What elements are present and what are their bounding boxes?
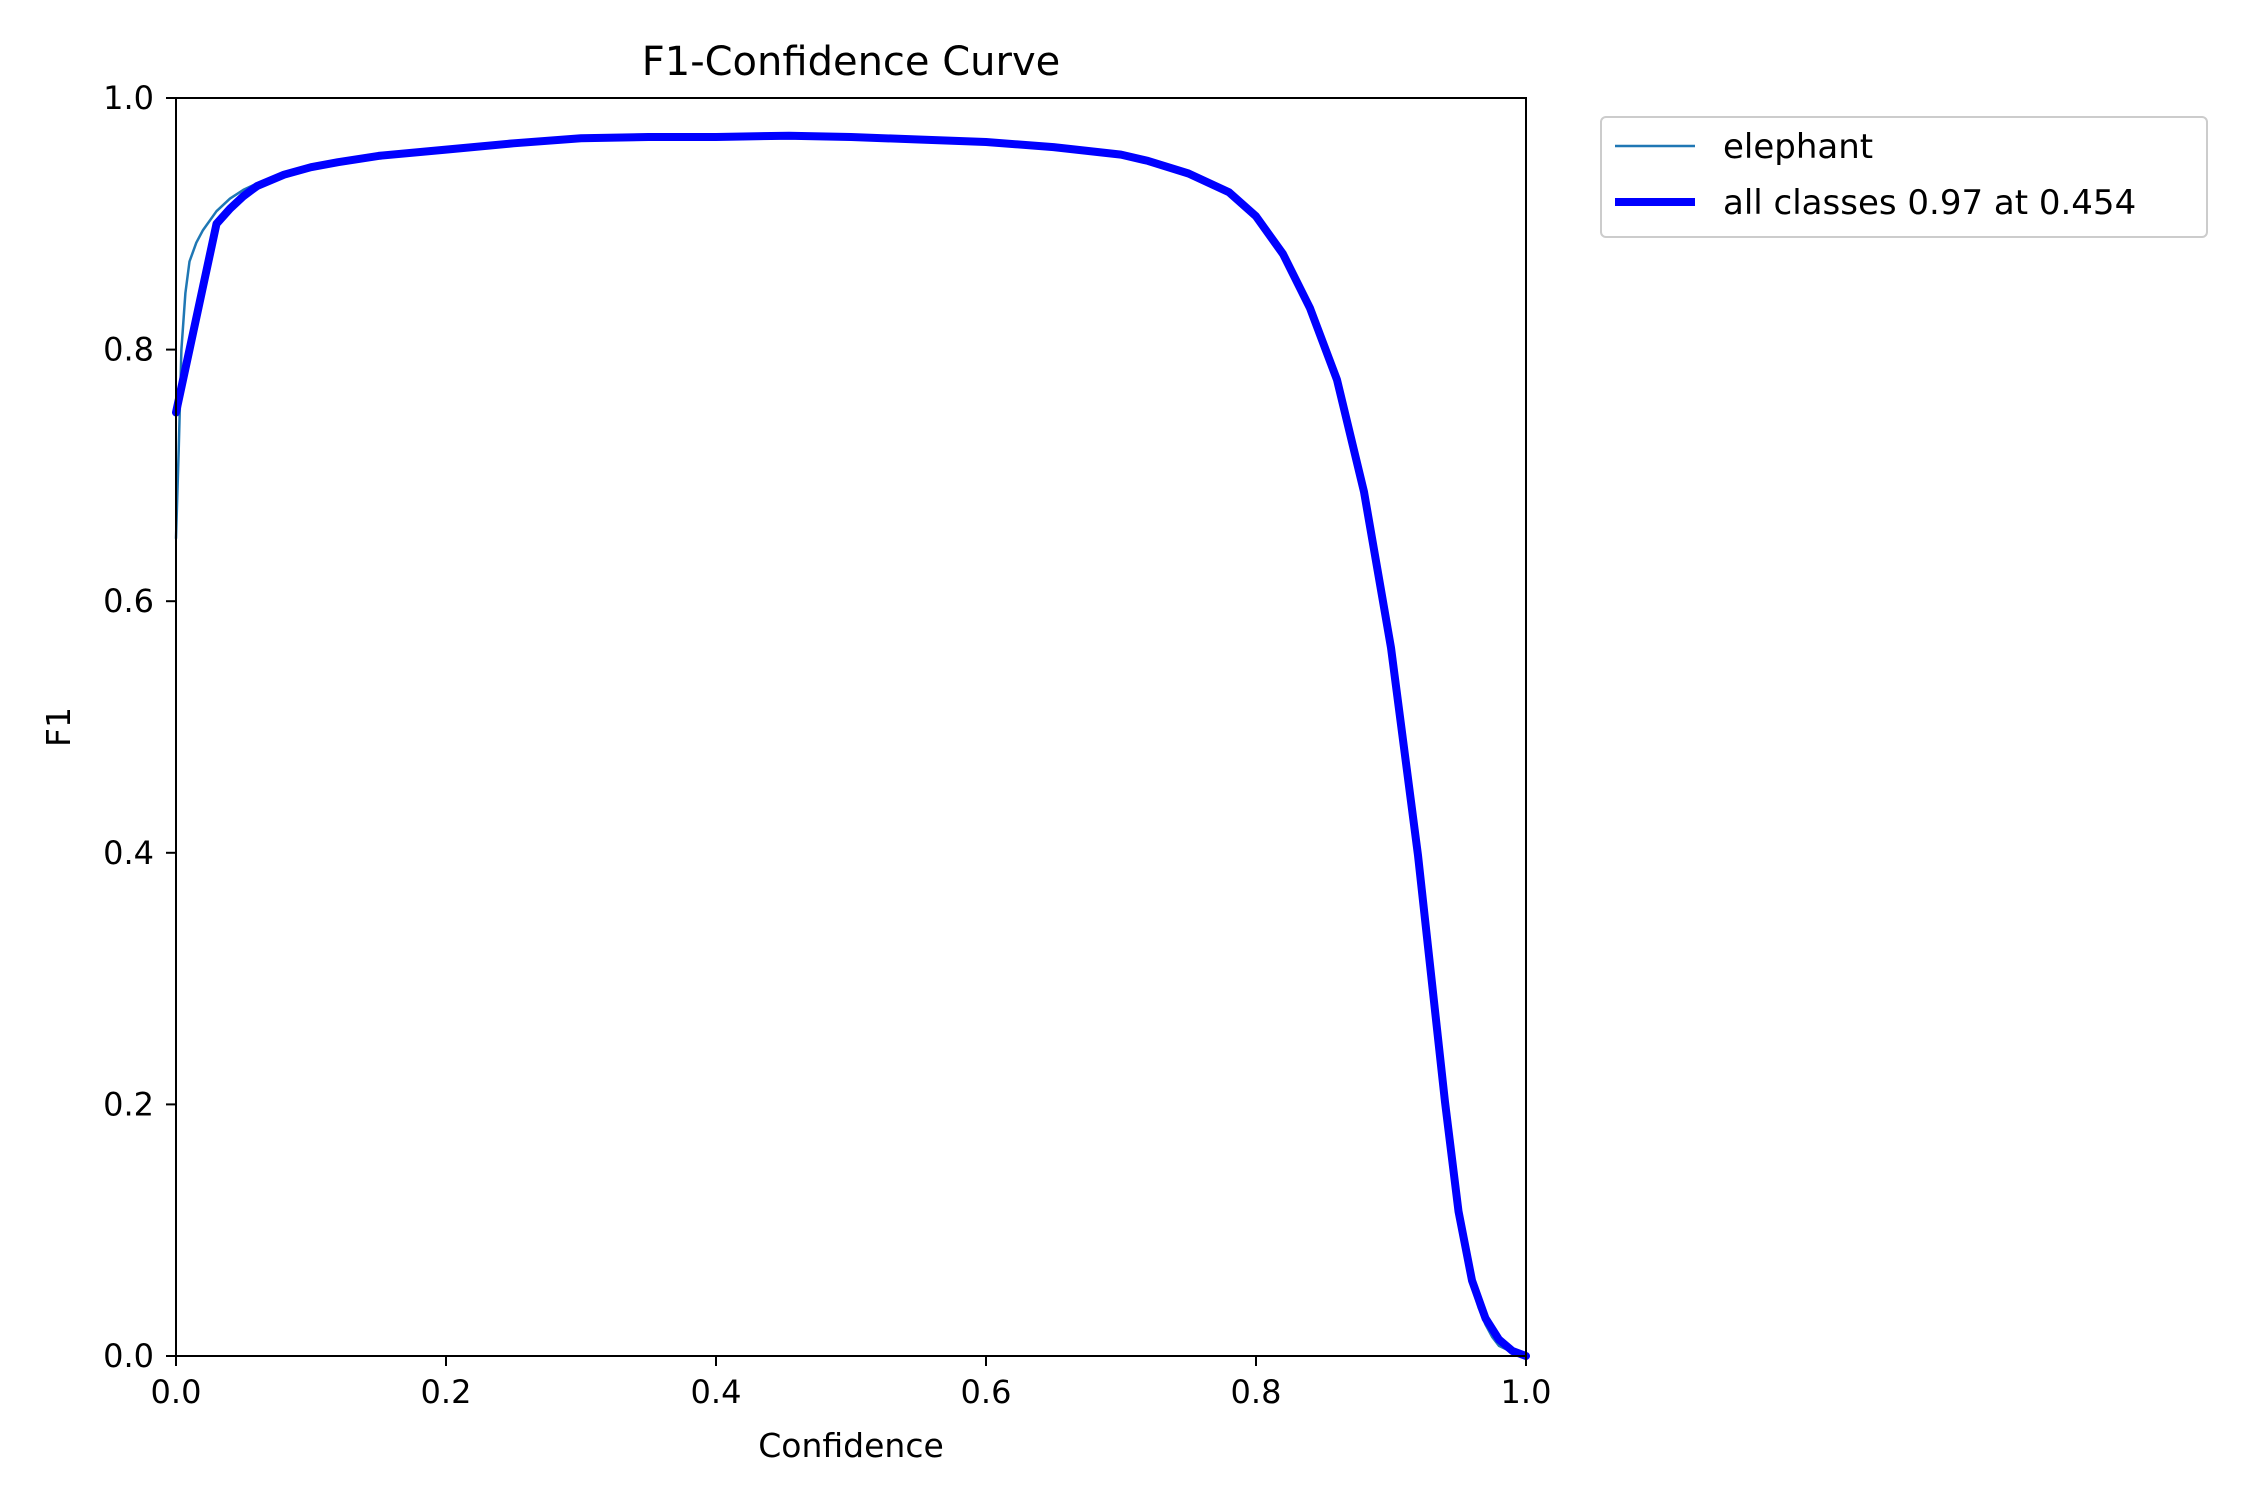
legend-box — [1600, 116, 2208, 238]
y-tick-label: 0.8 — [103, 331, 154, 369]
legend-label-elephant: elephant — [1723, 127, 1873, 167]
x-tick-label: 1.0 — [1501, 1373, 1552, 1411]
y-axis-label: F1 — [39, 707, 78, 747]
x-tick-label: 0.2 — [421, 1373, 472, 1411]
legend: elephant all classes 0.97 at 0.454 — [1600, 116, 2208, 238]
x-tick-label: 0.0 — [151, 1373, 202, 1411]
x-tick-label: 0.4 — [691, 1373, 742, 1411]
chart-title: F1-Confidence Curve — [642, 39, 1061, 85]
legend-label-all-classes: all classes 0.97 at 0.454 — [1723, 183, 2136, 223]
y-tick-label: 0.2 — [103, 1085, 154, 1123]
series-layer — [172, 131, 1530, 1360]
y-tick-label: 1.0 — [103, 79, 154, 117]
x-axis-label: Confidence — [758, 1426, 944, 1465]
series-line-1 — [172, 131, 1530, 1360]
x-tick-label: 0.6 — [961, 1373, 1012, 1411]
plot-area-frame — [175, 97, 1527, 1357]
y-tick-label: 0.6 — [103, 582, 154, 620]
x-axis-ticks: 0.0 0.2 0.4 0.6 0.8 1.0 — [151, 1356, 1552, 1411]
y-tick-label: 0.4 — [103, 834, 154, 872]
y-axis-ticks: 0.0 0.2 0.4 0.6 0.8 1.0 — [103, 79, 176, 1375]
x-tick-label: 0.8 — [1231, 1373, 1282, 1411]
y-tick-label: 0.0 — [103, 1337, 154, 1375]
